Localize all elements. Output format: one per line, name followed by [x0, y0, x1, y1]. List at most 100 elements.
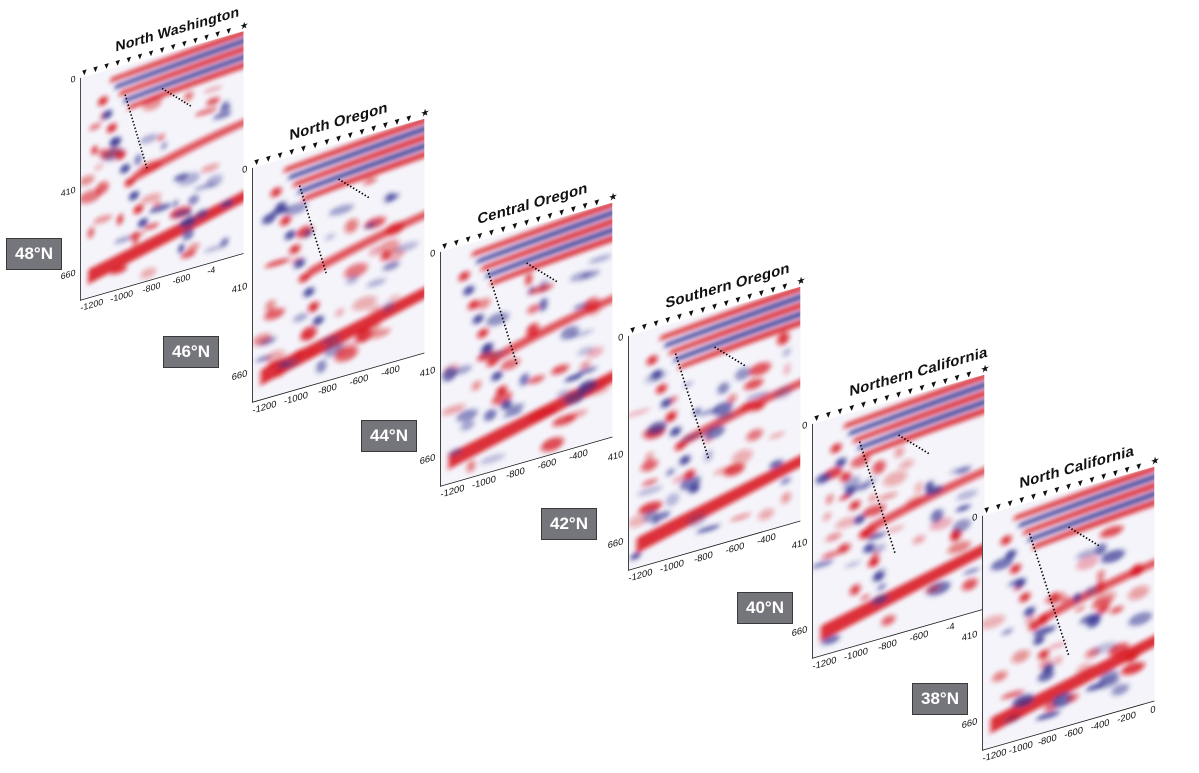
trench-star-icon: ★ — [239, 18, 249, 33]
section-texture — [982, 466, 1155, 734]
station-triangle-icon — [1113, 470, 1118, 477]
station-triangle-icon — [931, 381, 937, 389]
station-triangle-icon — [1042, 490, 1048, 497]
depth-tick-label: 410 — [961, 628, 978, 644]
station-triangle-icon — [712, 303, 717, 311]
station-triangle-icon — [1124, 466, 1130, 474]
station-triangle-icon — [266, 155, 271, 163]
depth-tick-label: 660 — [607, 535, 624, 551]
station-triangle-icon — [1054, 486, 1060, 494]
station-triangle-icon — [477, 232, 483, 240]
station-triangle-icon — [82, 69, 87, 76]
station-triangle-icon — [93, 66, 98, 73]
distance-tick-label: -800 — [694, 548, 713, 566]
cross-section-stack: ★ North Washington 0 410 660 -1200 -1000 -800 -6… — [6, 4, 1160, 764]
distance-tick-label: -400 — [569, 446, 588, 464]
station-triangle-icon — [512, 222, 518, 230]
section-image-svg — [982, 466, 1155, 734]
distance-tick-label: -4 — [207, 264, 216, 277]
depth-tick-label: 660 — [419, 451, 436, 467]
station-triangle-icon — [653, 320, 659, 328]
station-triangle-icon — [115, 59, 120, 67]
station-triangle-icon — [324, 138, 330, 146]
latitude-label: 48°N — [6, 238, 62, 270]
station-triangle-icon — [984, 506, 990, 514]
distance-tick-label: -600 — [1064, 724, 1084, 741]
section-image — [80, 31, 244, 301]
station-triangle-icon — [665, 316, 671, 324]
distance-tick-label: 0 — [1150, 703, 1156, 716]
interpretation-lines — [124, 87, 193, 171]
section-texture — [252, 118, 425, 386]
station-triangle-icon — [535, 216, 541, 223]
station-triangle-icon — [735, 296, 741, 304]
station-triangle-icon — [872, 398, 878, 405]
section-image — [440, 202, 613, 487]
station-triangle-icon — [954, 374, 960, 382]
depth-tick-label: 410 — [231, 280, 248, 296]
station-triangle-icon — [826, 411, 831, 419]
depth-tick-label: 660 — [961, 715, 978, 731]
trench-star-icon: ★ — [1150, 453, 1160, 468]
section-panel: ★ Northern California 0 410 660 -1200 -1000 -80… — [792, 344, 990, 672]
distance-tick-label: -4 — [946, 620, 955, 634]
station-triangle-icon — [1007, 500, 1013, 508]
station-triangle-icon — [782, 283, 788, 291]
latitude-label: 44°N — [361, 420, 417, 452]
station-triangle-icon — [148, 50, 154, 57]
interpretation-lines — [486, 262, 559, 367]
latitude-label: 38°N — [912, 683, 968, 715]
station-triangle-icon — [383, 122, 388, 129]
section-image-svg — [628, 286, 801, 560]
station-triangle-icon — [759, 290, 764, 297]
interpretation-lines — [298, 178, 371, 274]
distance-tick-label: -400 — [381, 362, 400, 380]
distance-tick-label: -600 — [349, 371, 369, 389]
station-triangle-icon — [347, 132, 353, 139]
depth-tick-label: 410 — [60, 184, 76, 199]
station-triangle-icon — [996, 503, 1001, 511]
distance-tick-label: -200 — [1117, 708, 1136, 726]
interpretation-lines — [674, 346, 747, 459]
section-image — [812, 374, 985, 659]
section-image — [252, 118, 425, 403]
station-triangle-icon — [861, 401, 866, 409]
section-image-svg — [812, 374, 985, 645]
section-panel: ★ North California 0 410 660 -1200 -1000 -800 -6… — [962, 443, 1160, 764]
distance-tick-label: -600 — [909, 627, 929, 645]
station-triangle-icon — [849, 404, 855, 412]
station-triangle-icon — [571, 206, 576, 213]
station-triangle-icon — [394, 118, 400, 126]
station-triangle-icon — [126, 56, 132, 64]
trench-star-icon: ★ — [796, 273, 806, 288]
station-triangle-icon — [215, 31, 220, 38]
distance-tick-label: -800 — [318, 380, 337, 398]
section-panel: ★ North Oregon 0 410 660 -1200 -1000 -800 -600 -4… — [232, 99, 430, 415]
station-triangle-icon — [524, 219, 529, 227]
station-triangle-icon — [630, 326, 636, 334]
station-triangle-icon — [289, 148, 295, 156]
station-triangle-icon — [1136, 463, 1142, 471]
station-triangle-icon — [747, 293, 753, 301]
section-image-svg — [441, 202, 613, 473]
distance-tick-label: -600 — [172, 271, 191, 287]
station-triangle-icon — [371, 125, 377, 133]
station-triangle-icon — [454, 239, 459, 247]
station-triangle-icon — [500, 226, 506, 233]
station-triangle-icon — [688, 310, 694, 317]
depth-tick-label: 410 — [607, 448, 624, 464]
station-triangle-icon — [465, 236, 471, 244]
distance-tick-label: -800 — [142, 279, 161, 296]
section-panel: ★ Central Oregon 0 410 660 -1200 -1000 -800 -600… — [420, 180, 618, 500]
station-triangle-icon — [642, 323, 647, 331]
station-triangle-icon — [359, 128, 365, 136]
latitude-label: 46°N — [163, 336, 219, 368]
station-triangle-icon — [301, 145, 306, 153]
station-triangle-icon — [700, 306, 706, 314]
station-triangle-icon — [907, 388, 913, 395]
section-texture — [628, 286, 801, 560]
station-triangle-icon — [489, 229, 494, 237]
section-panel: ★ North Washington 0 410 660 -1200 -1000 -800 -6… — [61, 4, 249, 313]
station-triangle-icon — [442, 242, 448, 250]
latitude-label: 42°N — [541, 508, 597, 540]
